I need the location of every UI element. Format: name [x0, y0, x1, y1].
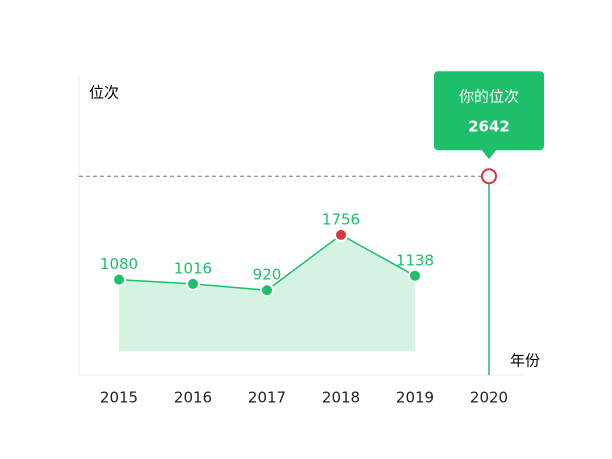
point — [334, 227, 348, 242]
x-tick-label: 2016 — [174, 389, 212, 407]
y-axis-label: 位次 — [89, 84, 119, 102]
data-label: 920 — [253, 266, 282, 284]
point — [112, 272, 126, 287]
callout-value: 2642 — [468, 118, 510, 136]
data-label: 1016 — [174, 259, 212, 277]
point — [408, 268, 422, 283]
x-tick-label: 2015 — [100, 389, 138, 407]
callout-label: 你的位次 — [459, 88, 519, 106]
highlight-point — [481, 168, 497, 185]
x-tick-label: 2019 — [396, 389, 434, 407]
data-label: 1756 — [322, 210, 360, 228]
x-tick-label: 2020 — [470, 389, 508, 407]
data-label: 1138 — [396, 251, 434, 269]
x-tick-label: 2017 — [248, 389, 286, 407]
x-tick-label: 2018 — [322, 389, 360, 407]
data-label: 1080 — [100, 255, 138, 273]
x-axis-label: 年份 — [510, 352, 540, 370]
callout — [434, 71, 544, 160]
point — [260, 283, 274, 298]
point — [186, 276, 200, 291]
